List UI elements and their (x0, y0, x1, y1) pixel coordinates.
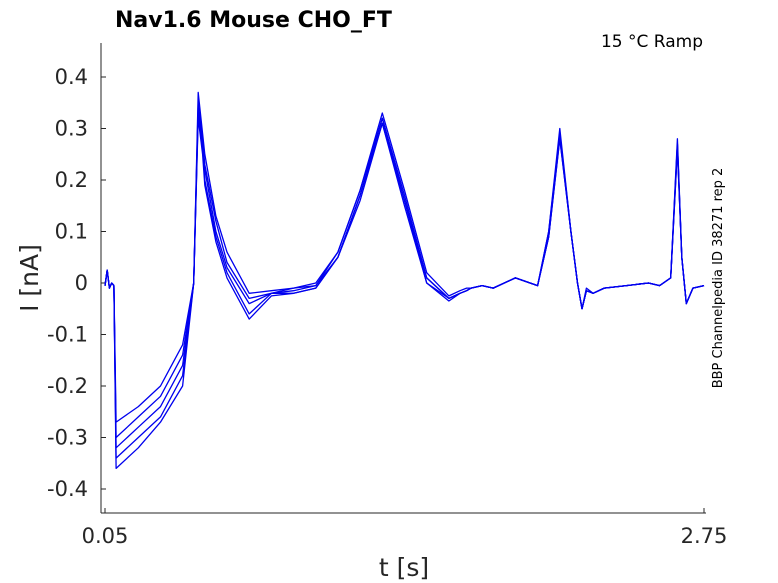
y-tick-label: 0.3 (55, 117, 88, 141)
y-tick-label: 0.2 (55, 168, 88, 192)
y-axis-label: I [nA] (15, 244, 44, 312)
chart-annotation: 15 °C Ramp (601, 32, 703, 52)
x-axis: 0.05 2.75 (82, 508, 728, 548)
y-tick-label: 0.4 (55, 65, 88, 89)
current-trace-3 (104, 107, 705, 449)
current-trace-2 (104, 102, 705, 439)
x-axis-label: t [s] (379, 553, 429, 582)
y-tick-label: -0.4 (47, 477, 88, 501)
chart-title: Nav1.6 Mouse CHO_FT (115, 8, 392, 33)
traces (104, 91, 705, 470)
y-tick-label: 0 (75, 271, 88, 295)
y-axis: 0.4 0.3 0.2 0.1 0 -0.1 -0.2 -0.3 -0.4 (47, 43, 106, 513)
current-trace-4 (104, 112, 705, 459)
y-tick-label: -0.2 (47, 374, 88, 398)
y-ticks: 0.4 0.3 0.2 0.1 0 -0.1 -0.2 -0.3 -0.4 (47, 65, 106, 501)
channelpedia-id-label: BBP Channelpedia ID 38271 rep 2 (711, 168, 726, 389)
x-tick-label: 0.05 (82, 524, 129, 548)
x-ticks: 0.05 2.75 (82, 508, 728, 548)
x-tick-label: 2.75 (681, 524, 728, 548)
y-tick-label: -0.3 (47, 426, 88, 450)
current-trace-5 (104, 117, 705, 470)
plot-area (104, 91, 705, 470)
y-tick-label: 0.1 (55, 220, 88, 244)
y-tick-label: -0.1 (47, 323, 88, 347)
